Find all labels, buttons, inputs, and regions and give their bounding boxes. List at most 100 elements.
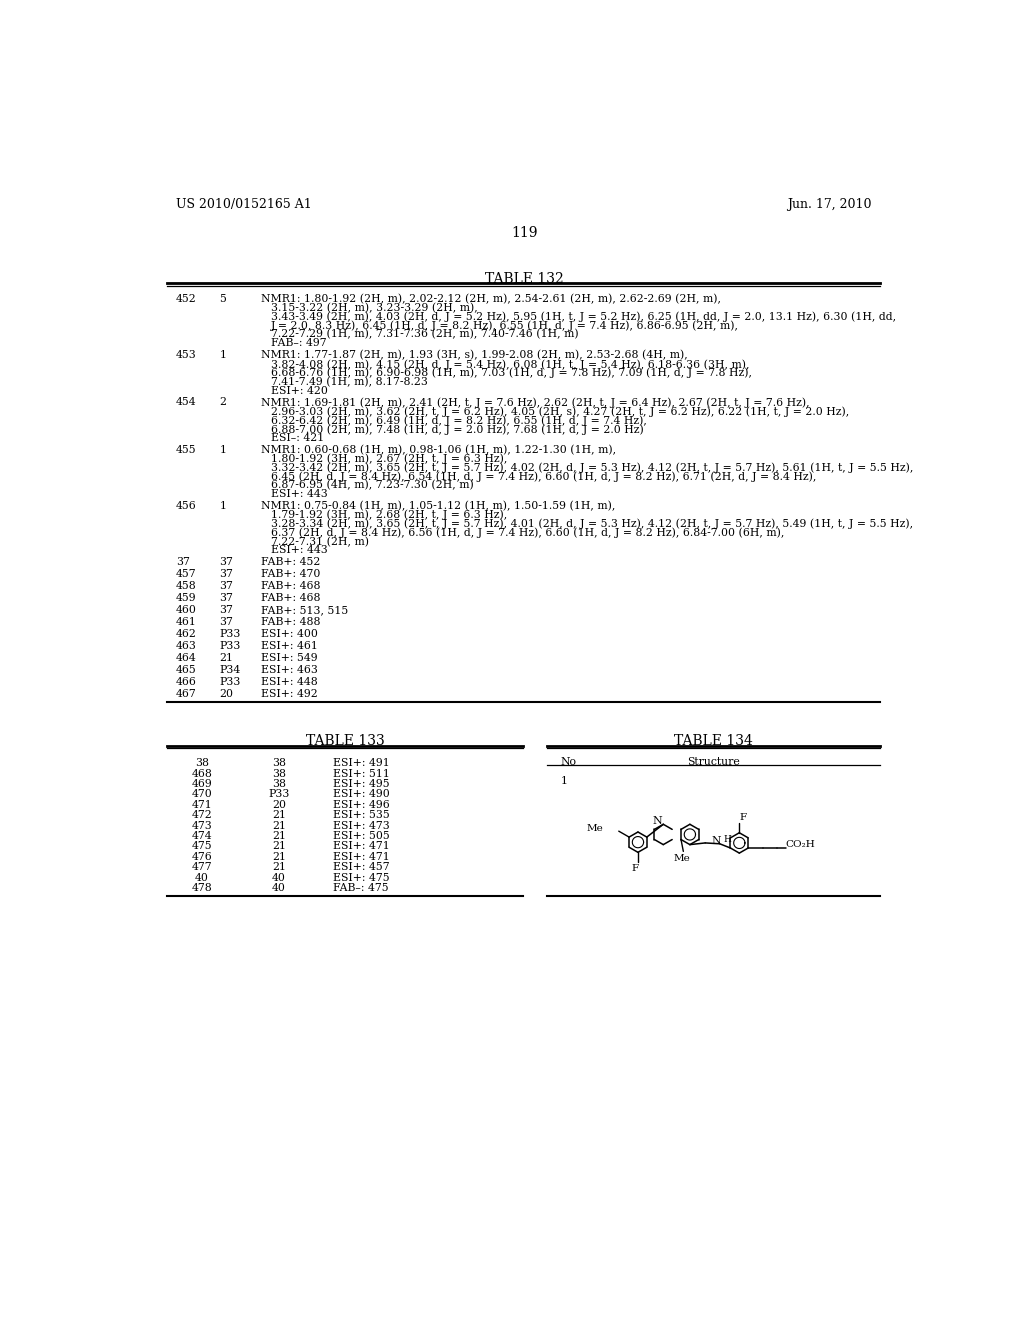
Text: 1: 1 (219, 350, 226, 360)
Text: ESI+: 457: ESI+: 457 (334, 862, 390, 873)
Text: 3.43-3.49 (2H, m), 4.03 (2H, d, J = 5.2 Hz), 5.95 (1H, t, J = 5.2 Hz), 6.25 (1H,: 3.43-3.49 (2H, m), 4.03 (2H, d, J = 5.2 … (270, 312, 896, 322)
Text: ESI+: 475: ESI+: 475 (334, 873, 390, 883)
Text: J = 2.0, 8.3 Hz), 6.45 (1H, d, J = 8.2 Hz), 6.55 (1H, d, J = 7.4 Hz), 6.86-6.95 : J = 2.0, 8.3 Hz), 6.45 (1H, d, J = 8.2 H… (270, 321, 738, 331)
Text: ESI+: 492: ESI+: 492 (261, 689, 318, 698)
Text: P33: P33 (268, 789, 290, 800)
Text: 38: 38 (272, 768, 286, 779)
Text: ESI+: 491: ESI+: 491 (334, 758, 390, 768)
Text: 21: 21 (272, 832, 286, 841)
Text: P33: P33 (219, 628, 241, 639)
Text: 20: 20 (219, 689, 233, 698)
Text: 478: 478 (191, 883, 212, 892)
Text: 20: 20 (272, 800, 286, 809)
Text: FAB+: 468: FAB+: 468 (261, 593, 321, 603)
Text: 40: 40 (272, 883, 286, 892)
Text: ESI+: 473: ESI+: 473 (334, 821, 390, 830)
Text: 38: 38 (195, 758, 209, 768)
Text: ESI+: 471: ESI+: 471 (334, 851, 390, 862)
Text: 6.68-6.76 (1H, m), 6.90-6.98 (1H, m), 7.03 (1H, d, J = 7.8 Hz), 7.09 (1H, d, J =: 6.68-6.76 (1H, m), 6.90-6.98 (1H, m), 7.… (270, 368, 752, 379)
Text: 40: 40 (272, 873, 286, 883)
Text: 6.37 (2H, d, J = 8.4 Hz), 6.56 (1H, d, J = 7.4 Hz), 6.60 (1H, d, J = 8.2 Hz), 6.: 6.37 (2H, d, J = 8.4 Hz), 6.56 (1H, d, J… (270, 528, 784, 539)
Text: 471: 471 (191, 800, 212, 809)
Text: TABLE 132: TABLE 132 (485, 272, 564, 286)
Text: ESI+: 549: ESI+: 549 (261, 653, 317, 663)
Text: ESI+: 448: ESI+: 448 (261, 677, 318, 686)
Text: 21: 21 (272, 810, 286, 820)
Text: 474: 474 (191, 832, 212, 841)
Text: 467: 467 (176, 689, 197, 698)
Text: 475: 475 (191, 841, 212, 851)
Text: 462: 462 (176, 628, 197, 639)
Text: 453: 453 (176, 350, 197, 360)
Text: 2.96-3.03 (2H, m), 3.62 (2H, t, J = 6.2 Hz), 4.05 (2H, s), 4.27 (2H, t, J = 6.2 : 2.96-3.03 (2H, m), 3.62 (2H, t, J = 6.2 … (270, 407, 849, 417)
Text: 465: 465 (176, 665, 197, 675)
Text: 464: 464 (176, 653, 197, 663)
Text: 37: 37 (176, 557, 189, 568)
Text: 119: 119 (512, 226, 538, 240)
Text: ESI–: 421: ESI–: 421 (270, 433, 324, 444)
Text: 7.41-7.49 (1H, m), 8.17-8.23: 7.41-7.49 (1H, m), 8.17-8.23 (270, 376, 427, 387)
Text: F: F (739, 813, 746, 822)
Text: FAB+: 513, 515: FAB+: 513, 515 (261, 605, 348, 615)
Text: 476: 476 (191, 851, 212, 862)
Text: 457: 457 (176, 569, 197, 579)
Text: 21: 21 (272, 821, 286, 830)
Text: No: No (560, 758, 577, 767)
Text: ESI+: 443: ESI+: 443 (270, 545, 328, 556)
Text: 21: 21 (272, 851, 286, 862)
Text: Me: Me (674, 854, 690, 863)
Text: Structure: Structure (687, 758, 739, 767)
Text: 3.82-4.08 (2H, m), 4.15 (2H, d, J = 5.4 Hz), 6.08 (1H, t, J = 5.4 Hz), 6.18-6.36: 3.82-4.08 (2H, m), 4.15 (2H, d, J = 5.4 … (270, 359, 750, 370)
Text: P33: P33 (219, 677, 241, 686)
Text: 3.32-3.42 (2H, m), 3.65 (2H, t, J = 5.7 Hz), 4.02 (2H, d, J = 5.3 Hz), 4.12 (2H,: 3.32-3.42 (2H, m), 3.65 (2H, t, J = 5.7 … (270, 462, 913, 473)
Text: 454: 454 (176, 397, 197, 408)
Text: H: H (724, 834, 731, 843)
Text: FAB–: 497: FAB–: 497 (270, 338, 327, 348)
Text: 473: 473 (191, 821, 212, 830)
Text: ESI+: 420: ESI+: 420 (270, 385, 328, 396)
Text: 37: 37 (219, 557, 233, 568)
Text: 452: 452 (176, 294, 197, 304)
Text: 2: 2 (219, 397, 226, 408)
Text: NMR1: 0.75-0.84 (1H, m), 1.05-1.12 (1H, m), 1.50-1.59 (1H, m),: NMR1: 0.75-0.84 (1H, m), 1.05-1.12 (1H, … (261, 502, 615, 511)
Text: 468: 468 (191, 768, 212, 779)
Text: 455: 455 (176, 445, 197, 455)
Text: 1: 1 (219, 445, 226, 455)
Text: NMR1: 0.60-0.68 (1H, m), 0.98-1.06 (1H, m), 1.22-1.30 (1H, m),: NMR1: 0.60-0.68 (1H, m), 0.98-1.06 (1H, … (261, 445, 616, 455)
Text: 459: 459 (176, 593, 197, 603)
Text: 6.87-6.95 (4H, m), 7.23-7.30 (2H, m): 6.87-6.95 (4H, m), 7.23-7.30 (2H, m) (270, 480, 473, 491)
Text: FAB–: 475: FAB–: 475 (334, 883, 389, 892)
Text: 40: 40 (195, 873, 209, 883)
Text: 6.32-6.42 (2H, m), 6.49 (1H, d, J = 8.2 Hz), 6.55 (1H, d, J = 7.4 Hz),: 6.32-6.42 (2H, m), 6.49 (1H, d, J = 8.2 … (270, 416, 646, 426)
Text: 7.22-7.31 (2H, m): 7.22-7.31 (2H, m) (270, 536, 369, 546)
Text: FAB+: 488: FAB+: 488 (261, 616, 321, 627)
Text: 37: 37 (219, 569, 233, 579)
Text: 37: 37 (219, 605, 233, 615)
Text: 21: 21 (272, 862, 286, 873)
Text: FAB+: 468: FAB+: 468 (261, 581, 321, 591)
Text: 458: 458 (176, 581, 197, 591)
Text: CO₂H: CO₂H (785, 841, 815, 850)
Text: ESI+: 443: ESI+: 443 (270, 490, 328, 499)
Text: N: N (712, 836, 721, 846)
Text: 3.28-3.34 (2H, m), 3.65 (2H, t, J = 5.7 Hz), 4.01 (2H, d, J = 5.3 Hz), 4.12 (2H,: 3.28-3.34 (2H, m), 3.65 (2H, t, J = 5.7 … (270, 519, 912, 529)
Text: US 2010/0152165 A1: US 2010/0152165 A1 (176, 198, 311, 211)
Text: 463: 463 (176, 640, 197, 651)
Text: P33: P33 (219, 640, 241, 651)
Text: 1: 1 (219, 502, 226, 511)
Text: NMR1: 1.69-1.81 (2H, m), 2.41 (2H, t, J = 7.6 Hz), 2.62 (2H, t, J = 6.4 Hz), 2.6: NMR1: 1.69-1.81 (2H, m), 2.41 (2H, t, J … (261, 397, 810, 408)
Text: ESI+: 505: ESI+: 505 (334, 832, 390, 841)
Text: 460: 460 (176, 605, 197, 615)
Text: 7.22-7.29 (1H, m), 7.31-7.36 (2H, m), 7.40-7.46 (1H, m): 7.22-7.29 (1H, m), 7.31-7.36 (2H, m), 7.… (270, 330, 579, 339)
Text: NMR1: 1.80-1.92 (2H, m), 2.02-2.12 (2H, m), 2.54-2.61 (2H, m), 2.62-2.69 (2H, m): NMR1: 1.80-1.92 (2H, m), 2.02-2.12 (2H, … (261, 294, 721, 305)
Text: Me: Me (587, 824, 603, 833)
Text: ESI+: 496: ESI+: 496 (334, 800, 390, 809)
Text: FAB+: 470: FAB+: 470 (261, 569, 321, 579)
Text: 470: 470 (191, 789, 212, 800)
Text: ESI+: 495: ESI+: 495 (334, 779, 390, 789)
Text: ESI+: 463: ESI+: 463 (261, 665, 318, 675)
Text: ESI+: 471: ESI+: 471 (334, 841, 390, 851)
Text: 38: 38 (272, 758, 286, 768)
Text: 21: 21 (272, 841, 286, 851)
Text: 461: 461 (176, 616, 197, 627)
